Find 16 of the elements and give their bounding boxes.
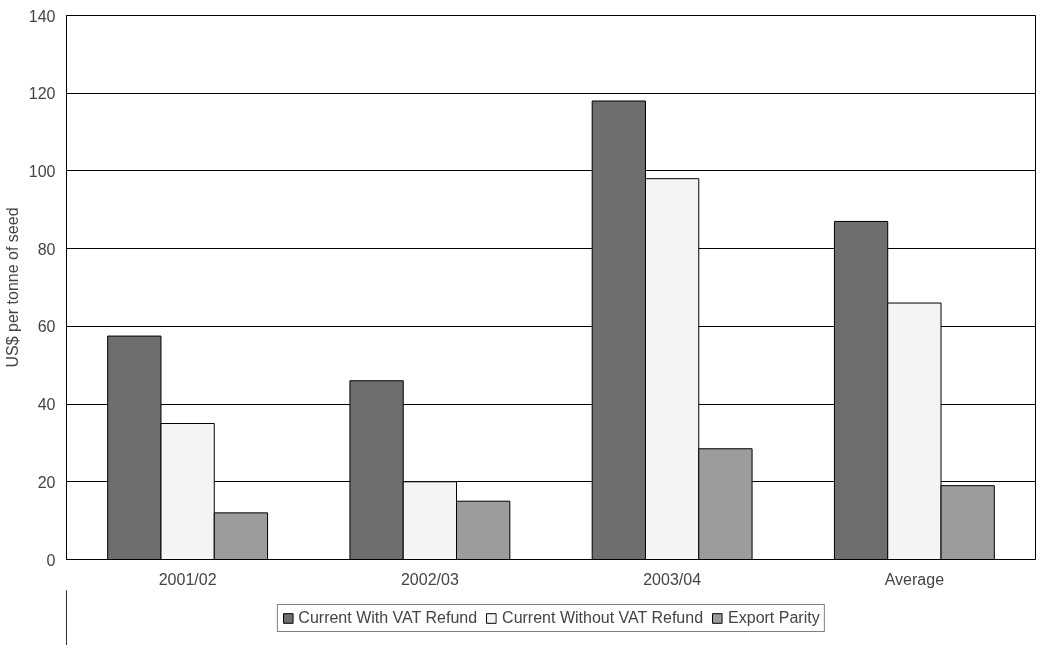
x-tick-label: Average [884, 570, 945, 588]
y-tick-label: 20 [37, 473, 56, 491]
y-tick-label: 100 [28, 162, 56, 180]
y-tick-label: 80 [37, 240, 56, 258]
legend-label: Export Parity [728, 608, 820, 627]
legend-label: Current With VAT Refund [298, 608, 478, 627]
y-axis-title: US$ per tonne of seed [3, 207, 21, 368]
y-tick-label: 60 [37, 318, 56, 336]
x-tick-label: 2001/02 [158, 570, 217, 588]
y-tick-label: 0 [46, 551, 56, 569]
y-tick-label: 120 [28, 85, 56, 103]
y-tick-label: 40 [37, 396, 56, 414]
x-tick-label: 2002/03 [400, 570, 459, 588]
x-tick-label: 2003/04 [643, 570, 702, 588]
legend-label: Current Without VAT Refund [502, 608, 704, 627]
y-tick-label: 140 [28, 7, 56, 25]
